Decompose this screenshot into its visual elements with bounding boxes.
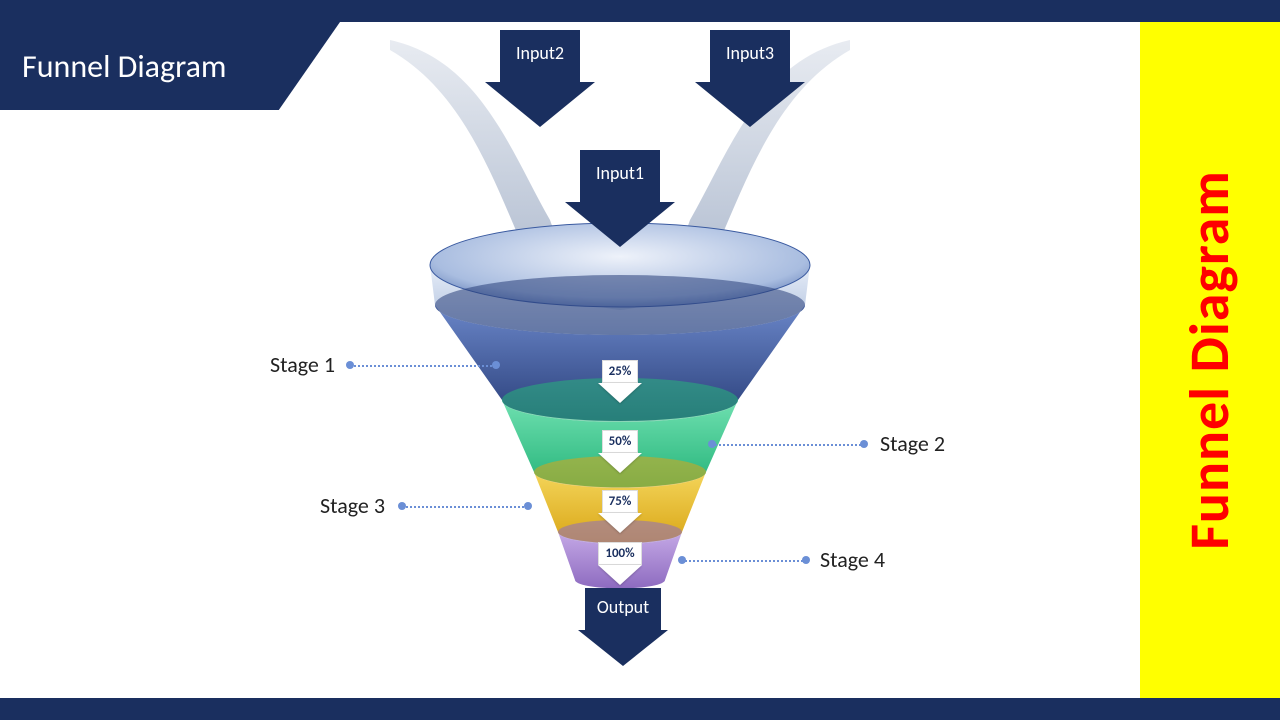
funnel-diagram: Input2 Input3 Input1 Stage 1 Stage 2 Stage…	[180, 30, 980, 700]
percent-value: 25%	[602, 360, 639, 383]
percent-arrow: 25%	[598, 360, 642, 403]
arrow-down-icon	[485, 82, 595, 127]
connector-dot	[860, 440, 868, 448]
side-banner: Funnel Diagram	[1140, 22, 1280, 698]
arrow-down-icon	[565, 202, 675, 247]
connector-dot	[802, 556, 810, 564]
percent-arrow: 100%	[598, 542, 642, 585]
stage-label: Stage 3	[320, 492, 385, 519]
connector-dot	[678, 556, 686, 564]
arrow-down-icon	[598, 513, 642, 533]
connector-line	[682, 560, 806, 562]
stage-label: Stage 2	[880, 430, 945, 457]
side-banner-text: Funnel Diagram	[1176, 170, 1244, 550]
percent-arrow: 75%	[598, 490, 642, 533]
connector-dot	[524, 502, 532, 510]
connector-line	[712, 444, 864, 446]
percent-value: 100%	[598, 542, 641, 565]
output-label: Output	[585, 588, 661, 630]
connector-line	[350, 365, 496, 367]
connector-dot	[492, 361, 500, 369]
percent-arrow: 50%	[598, 430, 642, 473]
connector-dot	[346, 361, 354, 369]
input-arrow-1: Input1	[565, 150, 675, 247]
connector-dot	[708, 440, 716, 448]
input-arrow-3: Input3	[695, 30, 805, 127]
connector-line	[402, 506, 528, 508]
stage-label: Stage 1	[270, 351, 335, 378]
input-label: Input2	[500, 30, 580, 82]
percent-value: 75%	[602, 490, 639, 513]
percent-value: 50%	[602, 430, 639, 453]
stage-label: Stage 4	[820, 546, 885, 573]
arrow-down-icon	[598, 383, 642, 403]
arrow-down-icon	[695, 82, 805, 127]
input-label: Input1	[580, 150, 660, 202]
input-label: Input3	[710, 30, 790, 82]
output-arrow: Output	[578, 588, 668, 666]
arrow-down-icon	[578, 630, 668, 666]
input-arrow-2: Input2	[485, 30, 595, 127]
connector-dot	[398, 502, 406, 510]
arrow-down-icon	[598, 453, 642, 473]
arrow-down-icon	[598, 565, 642, 585]
bottom-bar	[0, 698, 1280, 720]
top-bar	[0, 0, 1280, 22]
